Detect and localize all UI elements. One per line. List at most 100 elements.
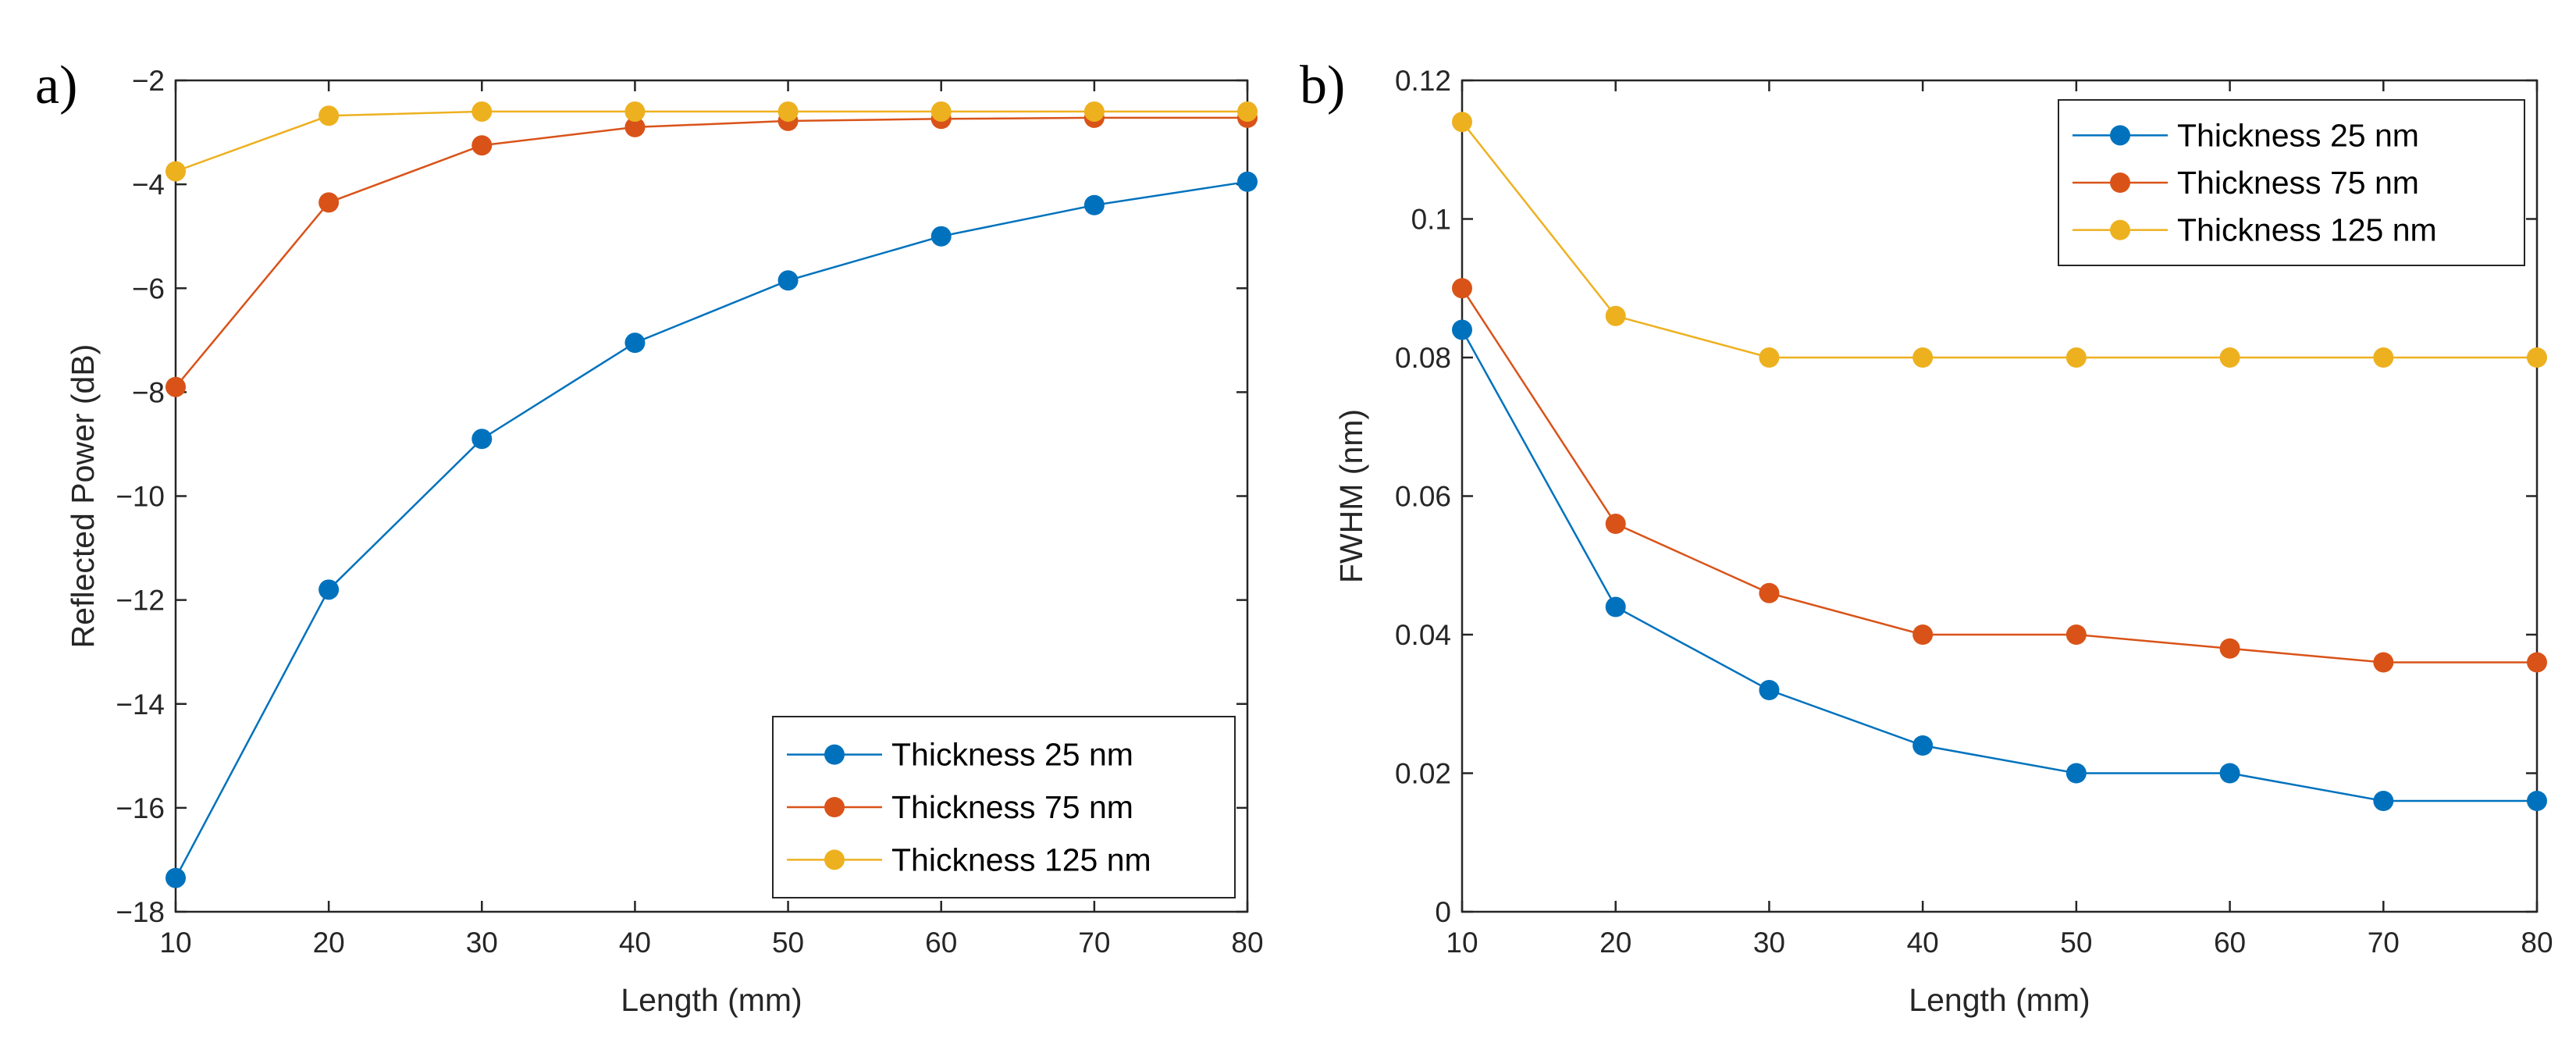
data-point <box>1605 514 1626 534</box>
data-point <box>1237 101 1258 122</box>
data-point <box>1605 596 1626 617</box>
legend: Thickness 25 nm Thickness 75 nm Thickness … <box>772 716 1236 898</box>
data-point <box>1083 194 1105 215</box>
data-point <box>2065 763 2087 784</box>
series-line <box>174 180 1248 879</box>
y-axis-label: Reflected Power (dB) <box>65 344 101 649</box>
x-tick-label: 10 <box>1446 927 1478 959</box>
x-tick-label: 30 <box>1753 927 1785 959</box>
series-line <box>1461 329 2537 802</box>
data-point <box>1083 101 1105 122</box>
data-point <box>624 333 646 354</box>
data-point <box>2527 347 2547 368</box>
data-point <box>165 161 186 182</box>
data-point <box>1912 347 1934 368</box>
x-tick-label: 70 <box>2368 927 2400 959</box>
data-point <box>2373 652 2394 673</box>
legend-marker <box>2110 125 2130 146</box>
y-tick-label: −14 <box>116 689 165 721</box>
data-point <box>1759 582 1780 603</box>
data-point <box>2373 791 2394 811</box>
x-tick-label: 40 <box>619 927 651 959</box>
series-1 <box>165 171 1258 888</box>
y-tick-label: 0.06 <box>1395 481 1451 513</box>
y-tick-label: 0.12 <box>1395 65 1451 97</box>
legend-entry: Thickness 125 nm <box>891 842 1151 877</box>
series-2 <box>165 107 1258 397</box>
data-point <box>471 135 493 156</box>
data-point <box>165 376 186 397</box>
panel-label: a) <box>35 55 77 116</box>
y-tick-label: −6 <box>132 272 165 304</box>
data-point <box>2219 347 2240 368</box>
y-tick-label: −18 <box>116 896 165 928</box>
x-tick-label: 70 <box>1078 927 1110 959</box>
series-3 <box>1452 112 2547 368</box>
data-point <box>2373 347 2394 368</box>
legend-entry: Thickness 25 nm <box>891 737 1133 773</box>
series-line <box>1461 287 2537 664</box>
chart-panel-a: a) 10 20 30 40 50 60 70 80 −18 −16 −14 −12 −10 −8 −6 −4 −… <box>35 55 1264 1018</box>
y-tick-label: −12 <box>116 585 165 617</box>
y-tick-label: 0 <box>1435 896 1451 928</box>
x-tick-label: 40 <box>1907 927 1939 959</box>
series-2 <box>1452 278 2547 673</box>
y-tick-label: −2 <box>132 65 165 97</box>
data-point <box>1605 305 1626 326</box>
data-point <box>624 101 646 122</box>
data-point <box>930 226 952 247</box>
legend-marker <box>824 849 845 870</box>
data-point <box>1759 680 1780 700</box>
x-axis-label: Length (mm) <box>1909 982 2090 1018</box>
data-point <box>1452 278 1472 299</box>
data-point <box>2065 624 2087 645</box>
x-tick-label: 10 <box>159 927 191 959</box>
data-point <box>471 101 493 122</box>
x-tick-label: 80 <box>1231 927 1263 959</box>
legend: Thickness 25 nm Thickness 75 nm Thickness … <box>2058 99 2525 266</box>
x-tick-label: 60 <box>925 927 957 959</box>
y-axis-label: FWHM (nm) <box>1333 409 1369 583</box>
data-point <box>1452 319 1472 340</box>
data-point <box>1759 347 1780 368</box>
y-tick-label: 0.04 <box>1395 619 1451 651</box>
series-line <box>175 116 1247 388</box>
y-tick-label: −4 <box>132 169 165 201</box>
legend-marker <box>824 744 845 765</box>
series-3 <box>165 101 1258 182</box>
data-point <box>1912 735 1934 756</box>
data-point <box>2527 652 2547 673</box>
data-point <box>2065 347 2087 368</box>
data-point <box>2527 791 2547 811</box>
y-tick-label: 0.1 <box>1411 204 1451 236</box>
y-tick-label: −8 <box>132 376 165 408</box>
y-tick-label: −16 <box>116 792 165 824</box>
data-point <box>165 867 186 888</box>
x-tick-label: 60 <box>2214 927 2246 959</box>
legend-marker <box>2110 173 2130 193</box>
x-axis-label: Length (mm) <box>621 982 802 1018</box>
data-point <box>930 101 952 122</box>
x-tick-label: 20 <box>1599 927 1631 959</box>
x-tick-label: 30 <box>466 927 498 959</box>
y-tick-label: −10 <box>116 481 165 513</box>
legend-marker <box>2110 219 2130 240</box>
x-tick-label: 50 <box>772 927 804 959</box>
legend-entry: Thickness 75 nm <box>2177 165 2419 201</box>
chart-panel-b: b) 10 20 30 40 50 60 70 80 0 0.02 0.04 0.06 0.08 0.1 0.… <box>1300 55 2553 1018</box>
data-point <box>624 116 646 137</box>
data-point <box>777 101 799 122</box>
data-point <box>471 429 493 450</box>
series-line <box>175 110 1247 173</box>
data-point <box>318 105 340 126</box>
x-tick-label: 20 <box>313 927 345 959</box>
data-point <box>777 270 799 291</box>
series-1 <box>1452 319 2547 811</box>
legend-entry: Thickness 125 nm <box>2177 212 2437 248</box>
data-point <box>318 192 340 213</box>
data-point <box>1452 112 1472 133</box>
x-tick-label: 80 <box>2521 927 2553 959</box>
data-point <box>1912 624 1934 645</box>
legend-entry: Thickness 75 nm <box>891 789 1133 825</box>
